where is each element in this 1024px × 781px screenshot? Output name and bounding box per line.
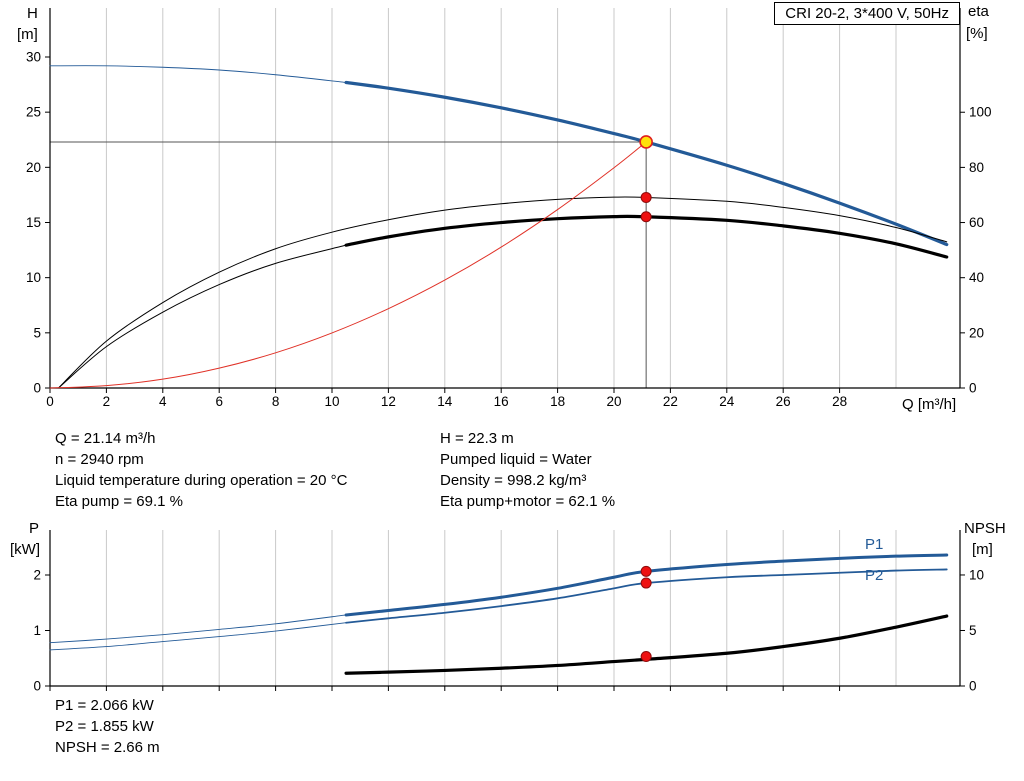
p1-curve: [344, 553, 949, 617]
eta-axis-title: eta: [968, 3, 989, 20]
info-right-column: H = 22.3 m Pumped liquid = Water Density…: [440, 428, 615, 512]
svg-text:5: 5: [969, 623, 977, 638]
svg-text:0: 0: [33, 381, 41, 396]
info-speed: n = 2940 rpm: [55, 451, 144, 468]
svg-text:80: 80: [969, 160, 984, 175]
svg-text:12: 12: [381, 394, 396, 409]
p2-curve-thin: [49, 622, 347, 651]
svg-text:15: 15: [26, 215, 41, 230]
info-left-column: Q = 21.14 m³/h n = 2940 rpm Liquid tempe…: [55, 428, 347, 512]
svg-text:0: 0: [46, 394, 54, 409]
result-p2: P2 = 1.855 kW: [55, 718, 154, 735]
svg-text:5: 5: [33, 325, 41, 340]
q-axis-title: Q [m³/h]: [902, 396, 957, 413]
result-column: P1 = 2.066 kW P2 = 1.855 kW NPSH = 2.66 …: [55, 695, 160, 758]
svg-text:4: 4: [159, 394, 167, 409]
svg-text:14: 14: [437, 394, 453, 409]
info-density: Density = 998.2 kg/m³: [440, 472, 587, 489]
npsh-axis-unit: [m]: [972, 541, 993, 558]
svg-text:8: 8: [272, 394, 280, 409]
p2-curve: [345, 568, 948, 624]
npsh-marker: [640, 650, 652, 662]
p-axis-title: P: [29, 520, 40, 537]
p2-curve-label: P2: [865, 567, 884, 584]
svg-text:28: 28: [832, 394, 847, 409]
p1-curve-thin: [49, 614, 347, 644]
head-curve-thin: [49, 65, 347, 83]
system-curve: [49, 141, 647, 389]
duty-point-marker: [639, 135, 653, 149]
npsh-axis-title: NPSH: [964, 520, 1006, 537]
svg-text:1: 1: [33, 623, 41, 638]
svg-text:40: 40: [969, 270, 984, 285]
svg-text:2: 2: [103, 394, 111, 409]
eta-pump-curve: [57, 196, 948, 389]
svg-text:100: 100: [969, 105, 992, 120]
svg-text:60: 60: [969, 215, 984, 230]
info-head: H = 22.3 m: [440, 430, 514, 447]
eta-pump-marker: [640, 191, 652, 203]
p-axis-unit: [kW]: [10, 541, 40, 558]
svg-text:20: 20: [26, 160, 41, 175]
svg-text:20: 20: [969, 325, 984, 340]
svg-text:24: 24: [719, 394, 735, 409]
result-npsh: NPSH = 2.66 m: [55, 739, 160, 756]
svg-text:30: 30: [26, 49, 41, 64]
h-axis-title: H: [27, 5, 38, 22]
p1-marker: [640, 565, 652, 577]
svg-text:25: 25: [26, 105, 41, 120]
result-p1: P1 = 2.066 kW: [55, 697, 154, 714]
svg-text:10: 10: [969, 567, 984, 582]
svg-text:10: 10: [324, 394, 339, 409]
svg-text:16: 16: [494, 394, 509, 409]
power-npsh-chart: 0 1 2 0 5 10: [33, 530, 984, 694]
svg-text:0: 0: [33, 679, 41, 694]
head-curve: [344, 80, 949, 247]
npsh-curve: [344, 614, 949, 675]
svg-text:22: 22: [663, 394, 678, 409]
p1-curve-label: P1: [865, 536, 884, 553]
p2-marker: [640, 577, 652, 589]
pump-title-box: CRI 20-2, 3*400 V, 50Hz: [774, 2, 960, 25]
eta-pump-motor-curve: [344, 214, 949, 259]
info-eta-pump: Eta pump = 69.1 %: [55, 493, 183, 510]
svg-text:10: 10: [26, 270, 41, 285]
h-axis-unit: [m]: [17, 26, 38, 43]
eta-pump-motor-marker: [640, 211, 652, 223]
svg-text:6: 6: [215, 394, 223, 409]
info-eta-pump-motor: Eta pump+motor = 62.1 %: [440, 493, 616, 510]
svg-text:20: 20: [606, 394, 621, 409]
svg-text:0: 0: [969, 381, 977, 396]
svg-text:2: 2: [33, 568, 41, 583]
svg-text:0: 0: [969, 679, 977, 694]
eta-axis-unit: [%]: [966, 25, 988, 42]
svg-text:26: 26: [776, 394, 791, 409]
info-temperature: Liquid temperature during operation = 20…: [55, 472, 348, 489]
info-q: Q = 21.14 m³/h: [55, 430, 156, 447]
svg-text:18: 18: [550, 394, 565, 409]
info-liquid: Pumped liquid = Water: [440, 451, 592, 468]
eta-pump-motor-thin: [57, 244, 347, 389]
